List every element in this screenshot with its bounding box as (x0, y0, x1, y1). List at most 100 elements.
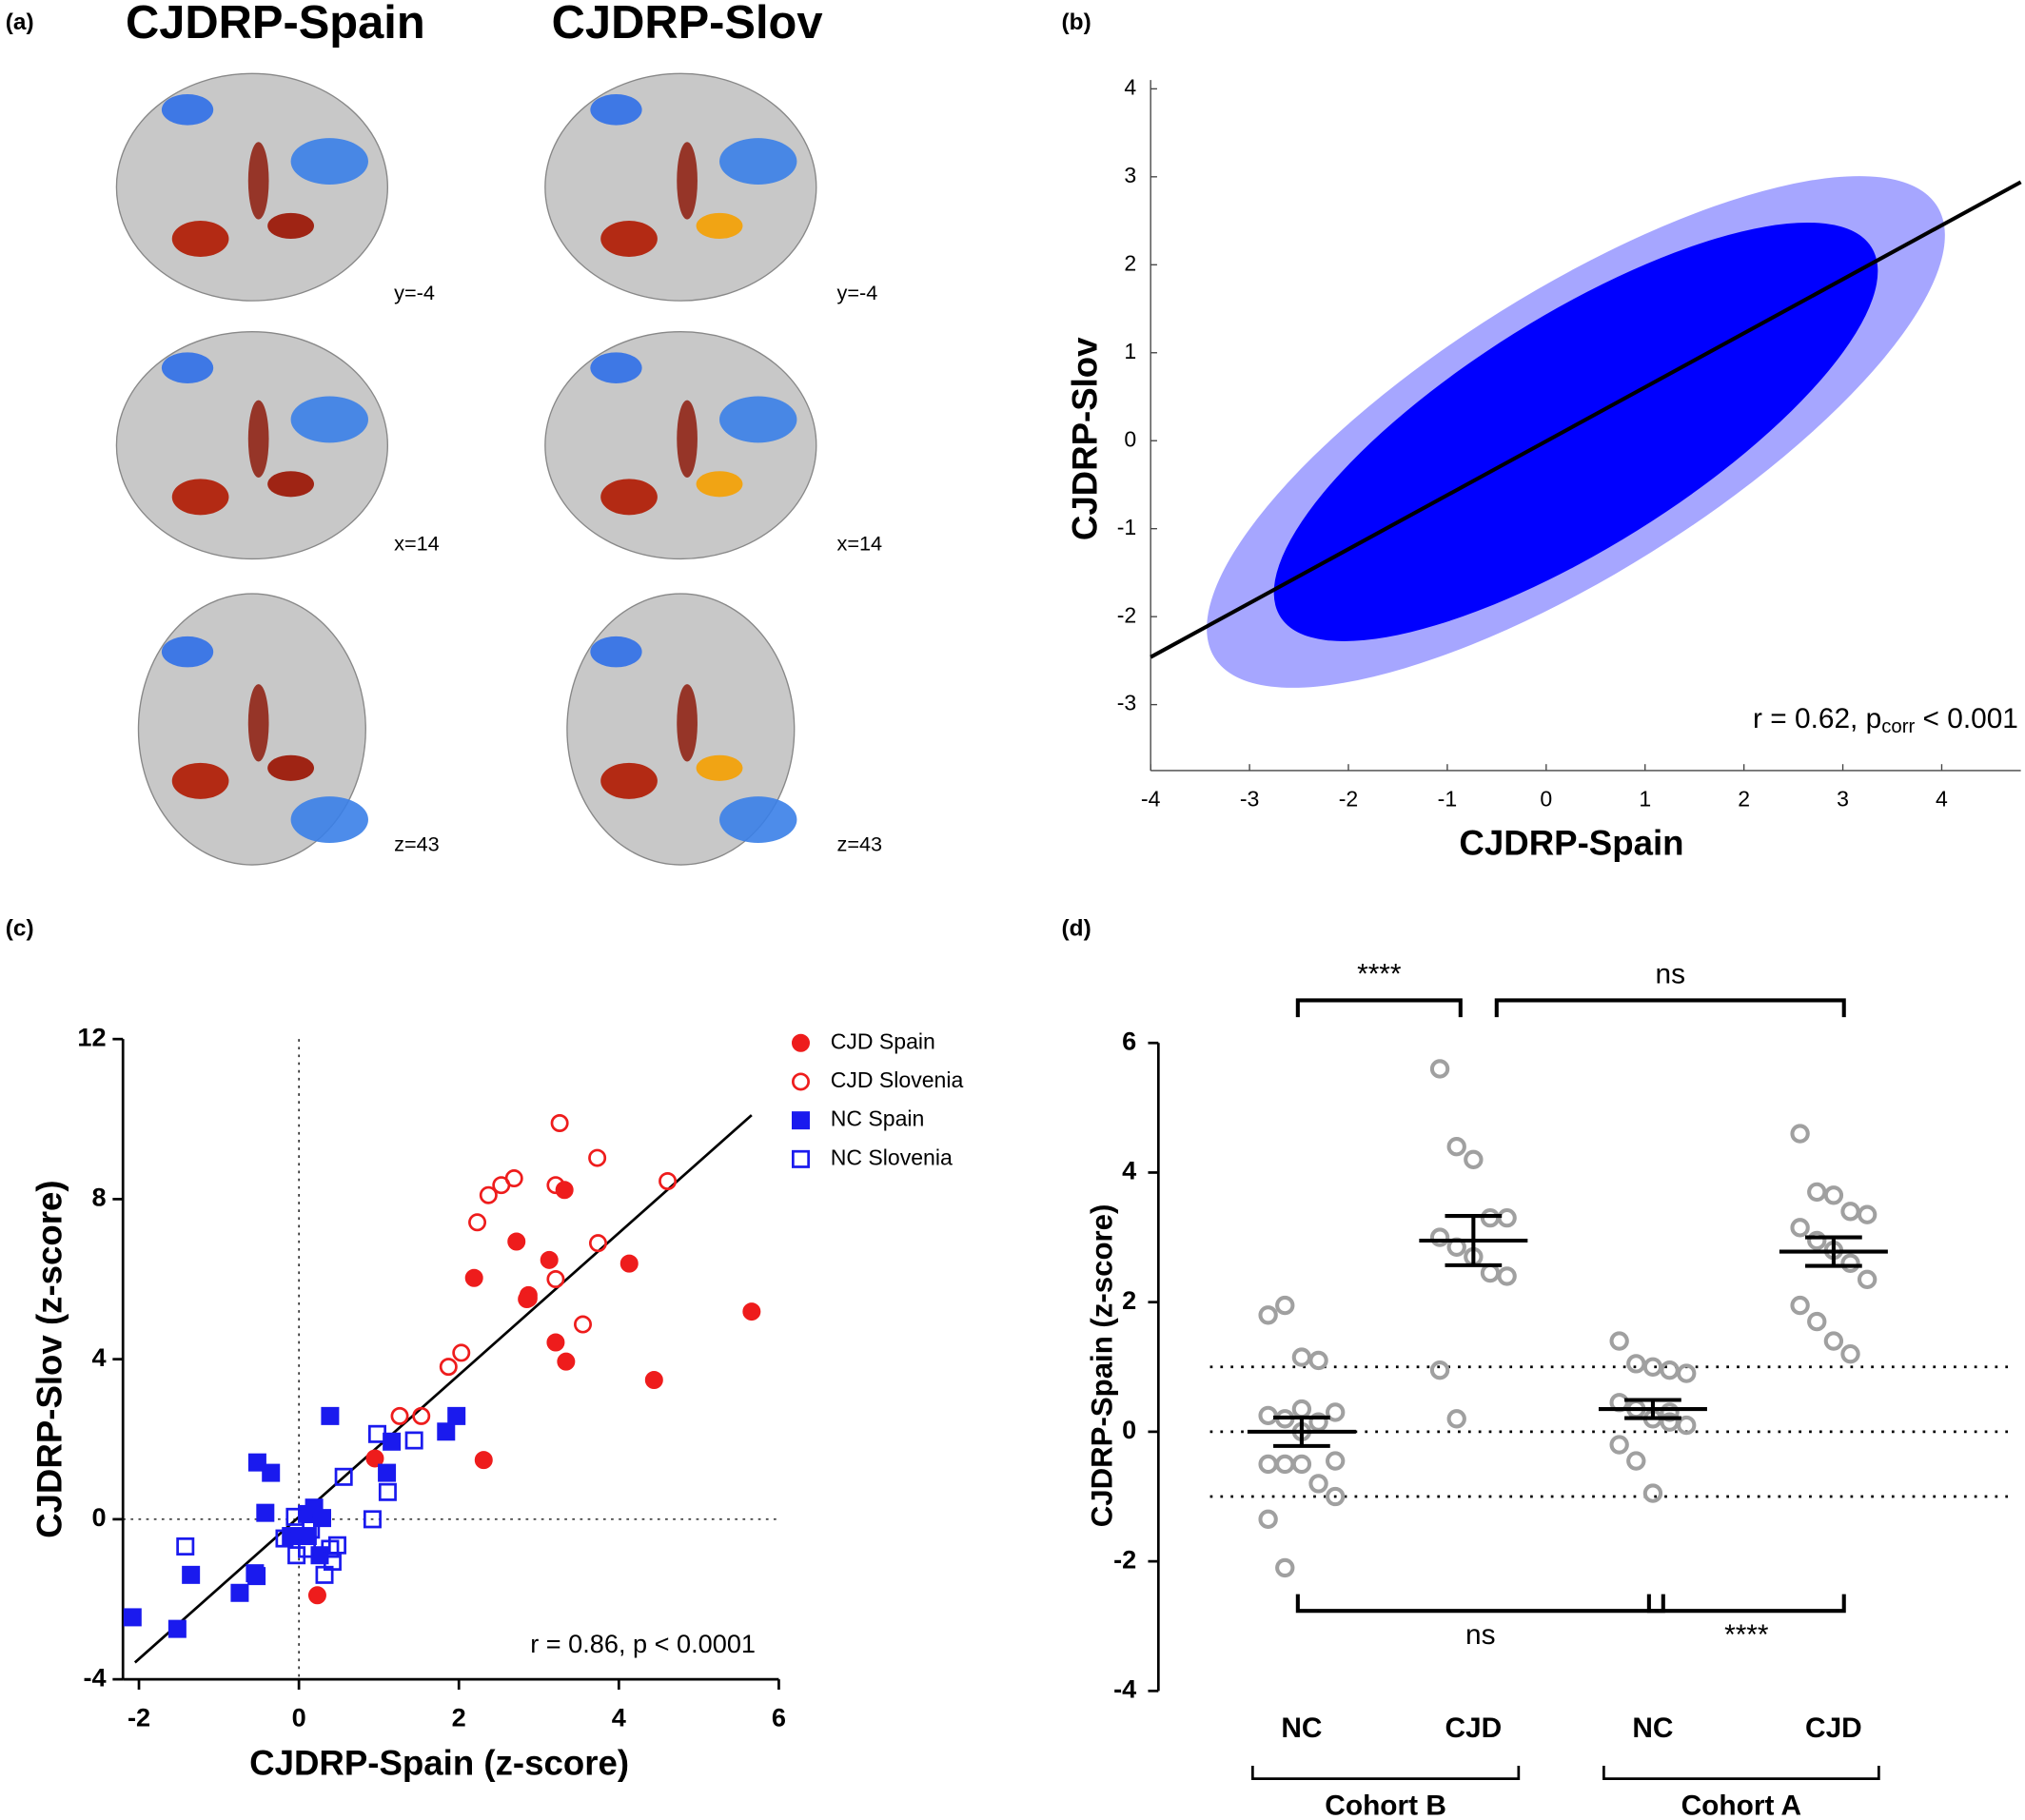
brain-blob (171, 479, 229, 516)
brain-blob (600, 479, 658, 516)
point (246, 1564, 265, 1583)
point (507, 1232, 526, 1251)
x-tick-label: -4 (1141, 786, 1161, 811)
point (1291, 1454, 1312, 1475)
annotation-part: r = 0.62, p (1753, 703, 1881, 734)
point (546, 1176, 565, 1195)
brain-blob (247, 142, 269, 220)
y-tick-label: -2 (1113, 1544, 1136, 1574)
point (1275, 1295, 1295, 1316)
point (557, 1352, 576, 1371)
annotation: r = 0.86, p < 0.0001 (530, 1629, 756, 1658)
point (474, 1451, 493, 1470)
brain-blob (696, 754, 743, 781)
brain-blob (696, 212, 743, 239)
y-tick-label: 2 (1122, 1285, 1136, 1315)
brain-blob (161, 636, 214, 668)
brain-blob (161, 94, 214, 126)
point (464, 1268, 483, 1287)
x-axis-label: CJDRP-Spain (z-score) (249, 1744, 629, 1783)
panel-label: (d) (1062, 915, 1091, 941)
y-tick-label: -2 (1117, 602, 1137, 627)
y-tick-label: 0 (1124, 426, 1136, 451)
legend-marker (791, 1149, 810, 1168)
slice-label: z=43 (394, 832, 440, 855)
point (287, 1546, 306, 1565)
point (1807, 1182, 1827, 1203)
point (1258, 1454, 1278, 1475)
cohort-bracket (1250, 1766, 1521, 1780)
fit-line (1150, 180, 2022, 659)
y-tick-label: -4 (83, 1662, 106, 1692)
point (298, 1539, 317, 1558)
y-tick-label: 4 (91, 1342, 106, 1372)
point (1326, 1486, 1346, 1507)
slice-label: x=14 (394, 531, 440, 555)
x-tick-label: -1 (1438, 786, 1457, 811)
cloud-core (1273, 222, 1878, 641)
legend-marker (791, 1033, 810, 1052)
point (1609, 1331, 1629, 1351)
error-bar (1624, 1398, 1681, 1420)
annotation: r = 0.62, pcorr < 0.001 (1753, 703, 2018, 738)
x-tick-label: 0 (1540, 786, 1552, 811)
x-tick-label: 2 (1738, 786, 1750, 811)
brain-blob (171, 762, 229, 799)
legend-marker (791, 1072, 810, 1091)
slice-label: x=14 (836, 531, 882, 555)
brain-blob (247, 684, 269, 762)
error-bar (1805, 1235, 1862, 1268)
comparison-bracket (1646, 1594, 1846, 1614)
point (302, 1520, 321, 1539)
brain-blob (600, 762, 658, 799)
brain-blob (290, 796, 368, 843)
point (412, 1406, 431, 1425)
point (546, 1333, 565, 1352)
point (1497, 1207, 1517, 1228)
point (1840, 1343, 1860, 1364)
brain-blob (247, 400, 269, 478)
point (1840, 1253, 1860, 1273)
point (519, 1289, 538, 1308)
point (282, 1527, 301, 1546)
point (555, 1181, 574, 1200)
point (1660, 1360, 1680, 1380)
brain-blob (590, 94, 642, 126)
comparison-label: **** (1724, 1619, 1769, 1651)
brain-blob (719, 396, 797, 443)
point (363, 1510, 382, 1529)
point (378, 1463, 397, 1482)
comparison-label: ns (1656, 959, 1686, 990)
point (285, 1507, 305, 1526)
point (262, 1463, 281, 1482)
brain-blob (267, 471, 315, 498)
point (439, 1358, 458, 1377)
point (247, 1453, 266, 1472)
y-axis-label: CJDRP-Spain (z-score) (1086, 1204, 1119, 1528)
x-tick-label: 3 (1837, 786, 1849, 811)
point (1429, 1360, 1450, 1380)
panel-label: (a) (6, 10, 34, 35)
legend-label: CJD Slovenia (831, 1067, 964, 1092)
y-tick-label: 2 (1124, 250, 1136, 275)
y-tick-label: 1 (1124, 339, 1136, 363)
brain-blob (696, 471, 743, 498)
brain-blob (590, 352, 642, 383)
point (1790, 1124, 1810, 1144)
point (378, 1482, 397, 1501)
cohort-label: Cohort B (1325, 1790, 1446, 1820)
column-title: CJDRP-Slov (552, 0, 823, 49)
point (1807, 1230, 1827, 1251)
point (1326, 1451, 1346, 1471)
column-title: CJDRP-Spain (126, 0, 425, 49)
y-tick-label: -1 (1117, 515, 1137, 539)
point (390, 1406, 409, 1425)
point (1258, 1509, 1278, 1530)
point (315, 1565, 334, 1584)
point (404, 1431, 423, 1450)
point (1823, 1331, 1844, 1351)
point (1480, 1207, 1501, 1228)
brain-blob (677, 684, 698, 762)
point (1480, 1262, 1501, 1283)
legend-label: NC Spain (831, 1106, 925, 1131)
